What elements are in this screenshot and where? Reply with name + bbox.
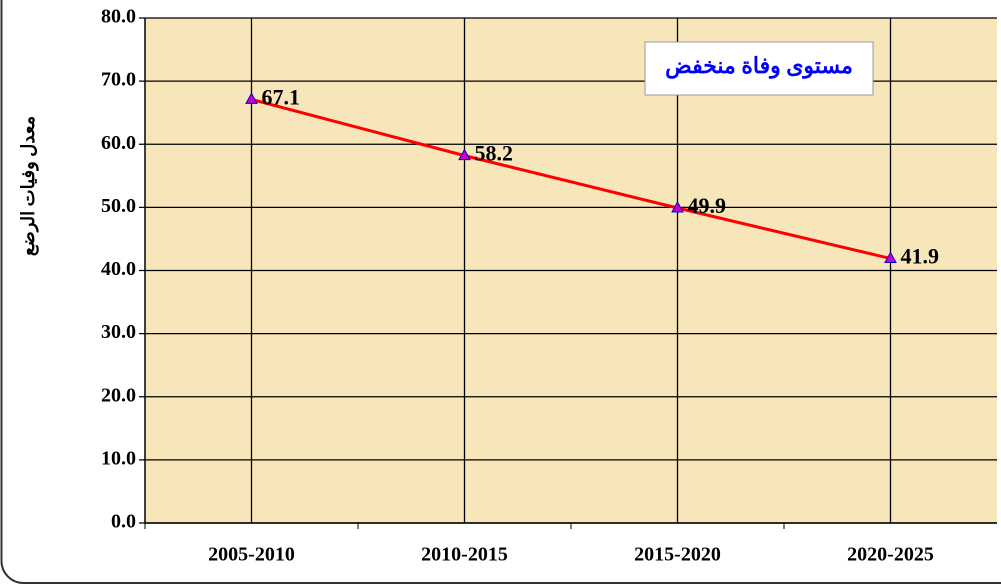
y-tick-label: 60.0 [101, 132, 136, 154]
data-label: 67.1 [262, 84, 301, 109]
marker [245, 92, 258, 104]
x-tick-label: 2015-2020 [634, 544, 721, 566]
marker [884, 251, 897, 264]
x-tick-label: 2010-2015 [421, 544, 508, 566]
x-tick-label: 2005-2010 [208, 544, 295, 566]
marker [458, 148, 471, 161]
y-tick-label: 10.0 [101, 447, 136, 469]
line [251, 97, 891, 260]
y-tick-label: 70.0 [101, 69, 136, 91]
legend-label: مستوى وفاة منخفض [665, 53, 853, 79]
y-axis-label: معدل وفيات الرضع [18, 116, 39, 256]
legend-box [644, 41, 874, 96]
y-tick-label: 50.0 [101, 195, 136, 217]
data-label: 58.2 [475, 141, 514, 166]
y-tick-label: 30.0 [101, 321, 136, 343]
marker [671, 200, 684, 213]
y-tick-label: 80.0 [101, 6, 136, 28]
y-tick-label: 0.0 [111, 511, 136, 533]
y-tick-label: 40.0 [101, 258, 136, 280]
x-tick-label: 2020-2025 [847, 544, 934, 566]
data-label: 41.9 [901, 244, 940, 269]
data-label: 49.9 [688, 193, 727, 218]
y-tick-label: 20.0 [101, 384, 136, 406]
